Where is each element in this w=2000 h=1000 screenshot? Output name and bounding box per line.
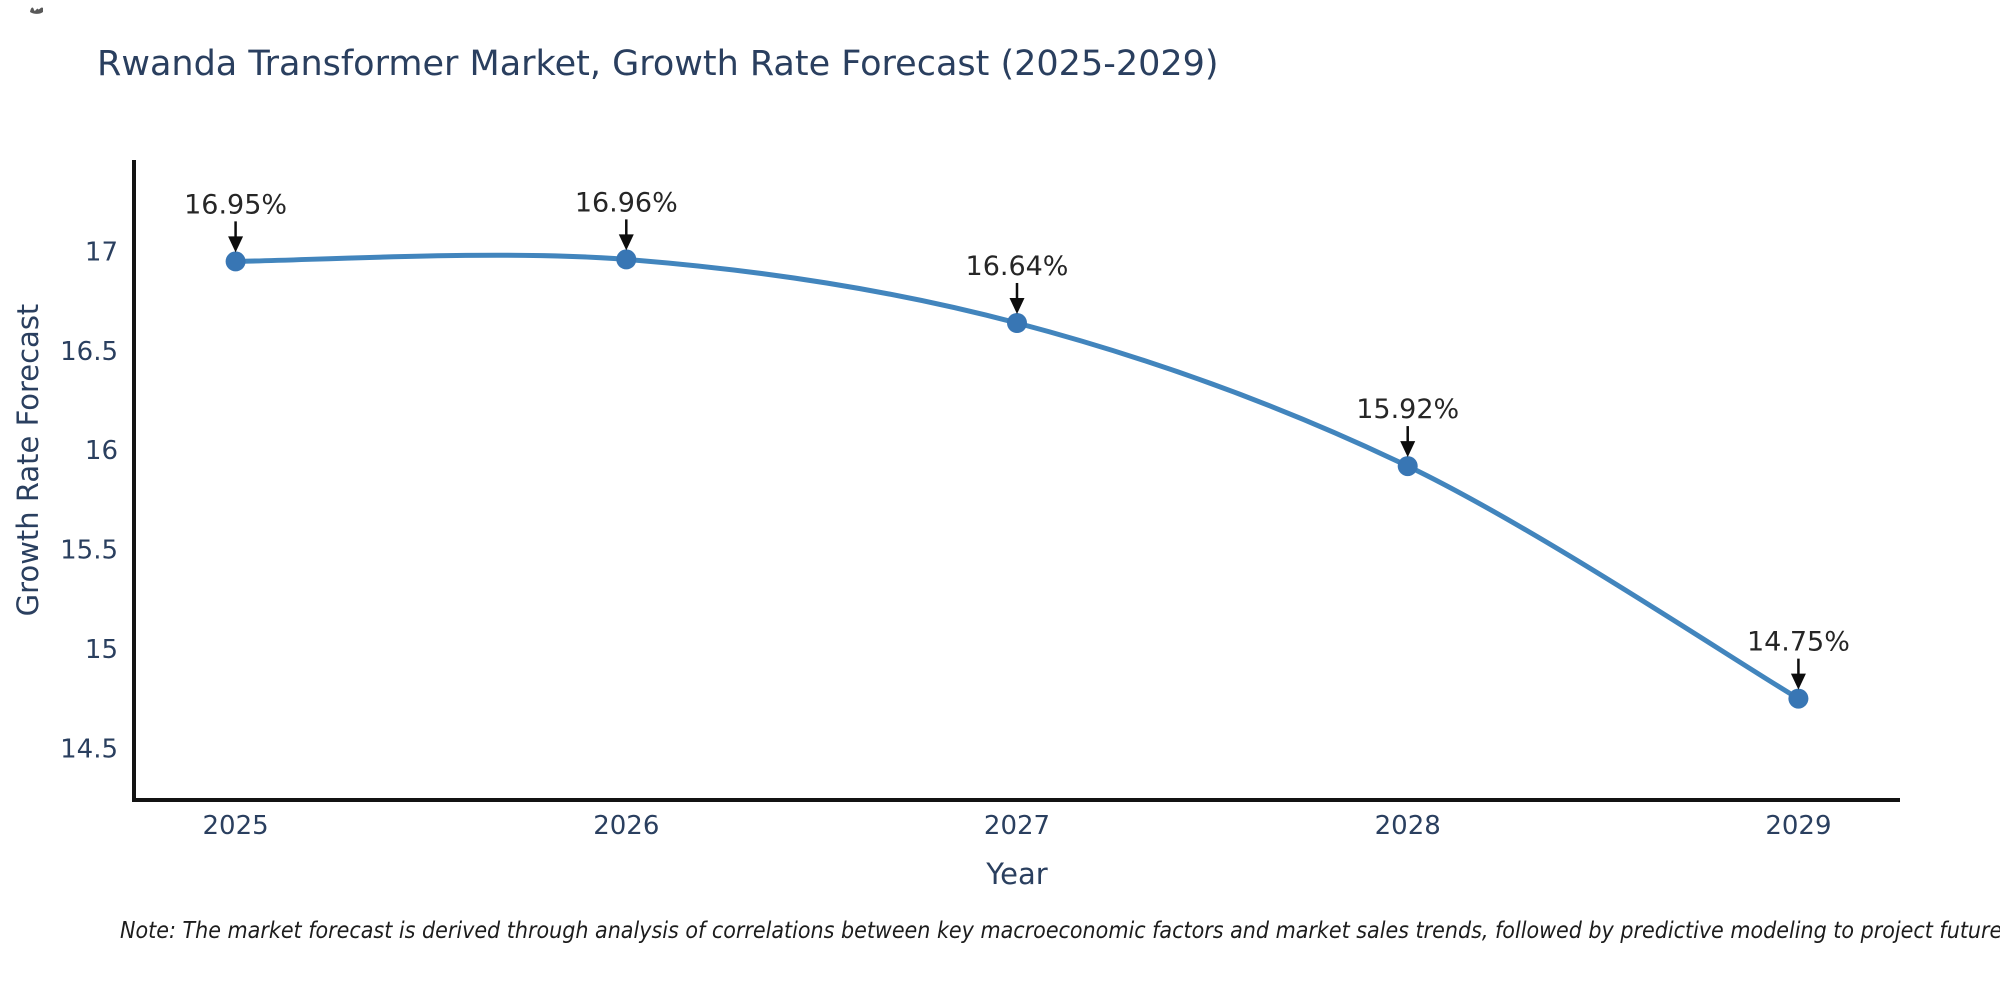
y-tick-label: 16 [85, 436, 118, 466]
x-tick-label: 2029 [1765, 811, 1831, 841]
data-point-2029[interactable] [1788, 688, 1809, 709]
annotation-arrow-head [1400, 441, 1416, 458]
data-point-2028[interactable] [1397, 456, 1418, 477]
data-points [225, 249, 1809, 709]
y-tick-label: 17 [85, 237, 118, 267]
y-axis-tick-labels: 14.5 15 15.5 16 16.5 17 [60, 237, 118, 764]
x-tick-label: 2027 [984, 811, 1050, 841]
axes [132, 160, 1900, 802]
point-value-label: 16.95% [184, 189, 287, 220]
corner-mark [30, 7, 43, 14]
annotation-arrow-head [228, 236, 244, 253]
x-tick-label: 2026 [593, 811, 659, 841]
data-point-2025[interactable] [225, 251, 246, 272]
footnote-text: Note: The market forecast is derived thr… [120, 916, 2000, 944]
footnote: Note: The market forecast is derived thr… [120, 916, 2000, 956]
annotation-arrow-head [1009, 297, 1025, 314]
point-annotations: 16.95% 16.96% 16.64% 15.92% 14.75% [184, 187, 1850, 690]
point-value-label: 15.92% [1356, 394, 1459, 425]
y-axis-title: Growth Rate Forecast [11, 304, 45, 617]
point-value-label: 16.64% [966, 251, 1069, 282]
annotation-arrow-head [1790, 673, 1806, 690]
x-axis-tick-labels: 2025 2026 2027 2028 2029 [202, 811, 1831, 841]
y-tick-label: 15 [85, 635, 118, 665]
annotation-arrow-head [618, 234, 634, 251]
data-point-2026[interactable] [616, 249, 637, 270]
y-tick-label: 16.5 [60, 337, 118, 367]
point-value-label: 16.96% [575, 187, 678, 218]
x-tick-label: 2025 [202, 811, 268, 841]
y-tick-label: 14.5 [60, 734, 118, 764]
chart-title: Rwanda Transformer Market, Growth Rate F… [97, 44, 1219, 84]
x-tick-label: 2028 [1375, 811, 1441, 841]
data-point-2027[interactable] [1007, 313, 1027, 333]
x-axis-title: Year [985, 857, 1047, 891]
y-tick-label: 15.5 [60, 536, 118, 566]
point-value-label: 14.75% [1747, 627, 1850, 658]
